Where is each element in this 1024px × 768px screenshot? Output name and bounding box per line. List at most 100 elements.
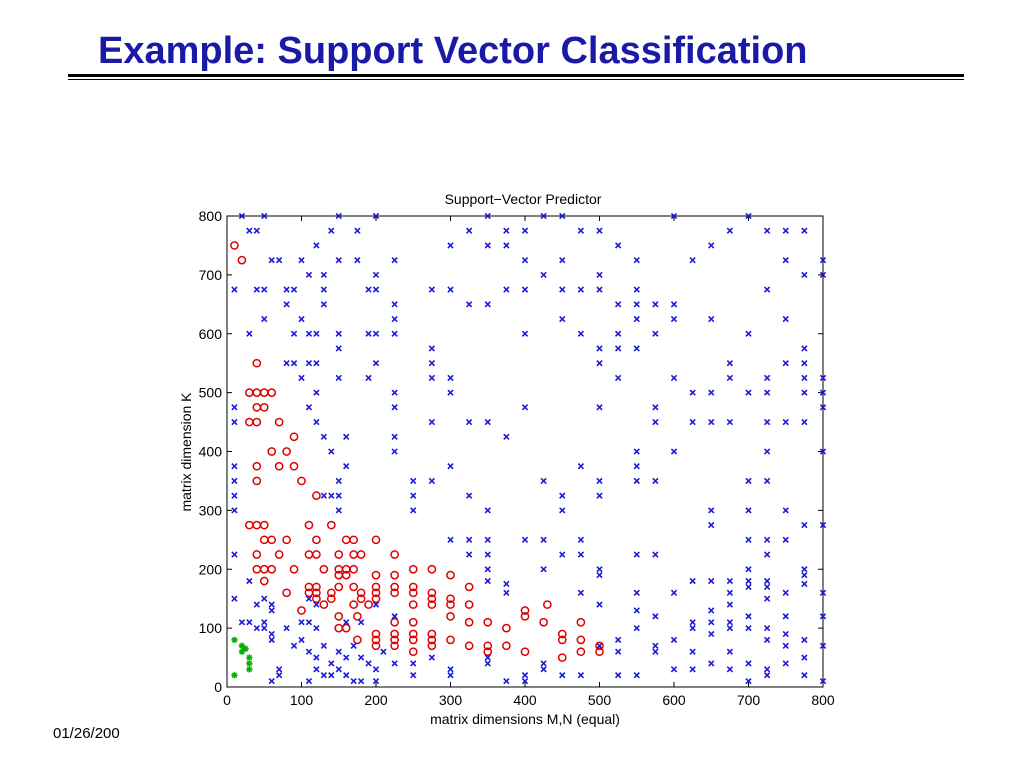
- x-point: [521, 256, 529, 264]
- x-point: [763, 227, 771, 234]
- circle-point: [259, 520, 269, 530]
- x-point: [365, 286, 372, 293]
- x-point: [670, 212, 678, 220]
- x-point: [801, 360, 808, 367]
- circle-point: [390, 550, 399, 559]
- circle-point: [319, 600, 329, 609]
- x-point: [313, 666, 320, 673]
- x-point: [354, 227, 361, 234]
- circle-point: [520, 606, 530, 615]
- x-point: [819, 271, 827, 279]
- y-tick-label: 0: [214, 679, 222, 695]
- x-point: [313, 330, 320, 337]
- x-point: [305, 595, 313, 602]
- x-tick-label: 0: [223, 692, 231, 708]
- x-point: [689, 256, 696, 264]
- circle-point: [312, 582, 321, 592]
- y-tick-label: 400: [199, 444, 223, 460]
- x-point: [670, 315, 678, 323]
- x-point: [231, 477, 238, 485]
- x-point: [343, 619, 350, 626]
- circle-point: [349, 600, 358, 609]
- x-point: [391, 448, 398, 455]
- x-point: [596, 601, 603, 608]
- circle-point: [408, 600, 418, 609]
- x-point: [313, 654, 320, 661]
- x-point: [596, 477, 603, 485]
- x-point: [484, 551, 491, 558]
- x-point: [428, 286, 436, 293]
- x-point: [335, 492, 342, 499]
- x-point: [801, 389, 808, 396]
- x-point: [372, 212, 380, 220]
- y-tick-label: 300: [199, 502, 223, 518]
- x-point: [328, 448, 335, 455]
- x-point: [726, 418, 734, 426]
- asterisk-point: [246, 654, 253, 661]
- x-point: [745, 536, 752, 543]
- x-point: [633, 448, 640, 455]
- x-point: [391, 315, 398, 323]
- x-point: [652, 648, 659, 655]
- x-point: [745, 583, 752, 591]
- x-point: [428, 654, 436, 661]
- x-point: [652, 613, 659, 620]
- circle-point: [274, 461, 284, 471]
- x-point: [521, 536, 529, 543]
- x-point: [782, 360, 789, 367]
- x-point: [745, 507, 752, 514]
- x-point: [633, 624, 640, 632]
- x-point: [305, 330, 313, 337]
- x-point: [745, 577, 752, 585]
- circle-point: [557, 629, 567, 639]
- x-point: [521, 672, 529, 679]
- x-point: [670, 636, 678, 644]
- title-rule-thin: [68, 79, 964, 80]
- x-point: [689, 577, 696, 585]
- x-point: [577, 672, 585, 679]
- x-point: [231, 507, 238, 514]
- circle-point: [557, 653, 567, 662]
- x-point: [745, 477, 752, 485]
- x-point: [335, 212, 342, 220]
- circle-point: [341, 623, 351, 633]
- y-tick-label: 700: [199, 267, 223, 283]
- x-point: [801, 571, 808, 579]
- x-point: [335, 330, 342, 337]
- circle-point: [353, 612, 362, 621]
- x-point: [782, 642, 789, 649]
- x-point: [391, 433, 398, 440]
- x-point: [357, 677, 365, 685]
- x-point: [596, 642, 603, 649]
- x-point: [410, 492, 417, 499]
- x-point: [726, 227, 734, 234]
- x-point: [357, 619, 365, 626]
- asterisk-point: [231, 636, 238, 644]
- x-point: [689, 389, 696, 396]
- x-point: [335, 507, 342, 514]
- x-point: [253, 601, 260, 608]
- x-point: [261, 315, 268, 323]
- x-point: [819, 389, 827, 396]
- circle-point: [446, 635, 455, 645]
- x-point: [559, 256, 566, 264]
- x-point: [726, 666, 734, 673]
- x-point: [391, 660, 398, 667]
- x-point: [652, 551, 659, 558]
- x-point: [231, 551, 238, 558]
- x-point: [503, 589, 510, 596]
- x-point: [633, 672, 640, 679]
- x-point: [372, 271, 380, 279]
- x-point: [652, 404, 659, 411]
- slide-title: Example: Support Vector Classification: [98, 30, 808, 72]
- x-point: [261, 595, 268, 602]
- x-point: [465, 551, 473, 558]
- x-point: [763, 577, 771, 585]
- circle-point: [297, 476, 306, 486]
- x-point: [465, 536, 473, 543]
- x-tick-label: 300: [439, 692, 463, 708]
- x-point: [275, 672, 283, 679]
- x-point: [313, 242, 320, 249]
- circle-point: [312, 594, 321, 604]
- x-point: [577, 286, 585, 293]
